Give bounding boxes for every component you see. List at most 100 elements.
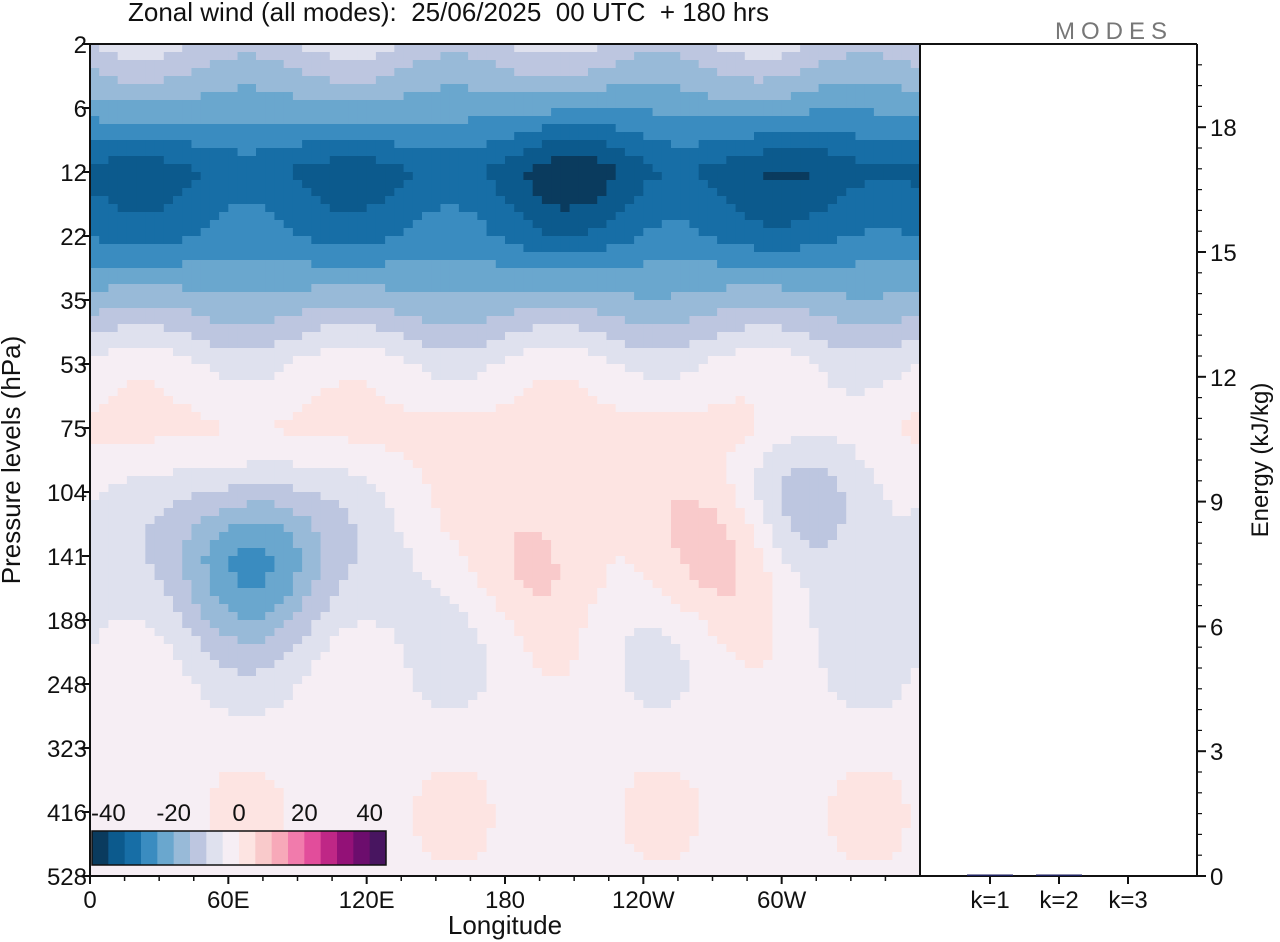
heatmap-cell — [246, 388, 257, 397]
heatmap-cell — [329, 284, 340, 293]
heatmap-cell — [375, 276, 386, 285]
heatmap-cell — [99, 260, 110, 269]
heatmap-cell — [532, 148, 543, 157]
heatmap-cell — [523, 60, 534, 69]
heatmap-cell — [818, 468, 829, 477]
heatmap-cell — [292, 108, 303, 117]
heatmap-cell — [624, 164, 635, 173]
heatmap-cell — [246, 332, 257, 341]
heatmap-cell — [671, 284, 681, 293]
heatmap-cell — [606, 476, 617, 485]
heatmap-cell — [892, 156, 903, 165]
heatmap-cell — [837, 452, 847, 461]
heatmap-cell — [514, 332, 525, 341]
heatmap-cell — [126, 100, 137, 109]
heatmap-cell — [772, 348, 783, 357]
heatmap-cell — [403, 260, 414, 269]
heatmap-cell — [772, 284, 783, 293]
heatmap-cell — [200, 100, 211, 109]
heatmap-cell — [422, 460, 432, 469]
heatmap-cell — [256, 452, 266, 461]
heatmap-cell — [292, 164, 303, 173]
heatmap-cell — [717, 404, 727, 413]
heatmap-cell — [136, 68, 146, 77]
heatmap-cell — [707, 132, 718, 141]
heatmap-cell — [219, 156, 229, 165]
heatmap-cell — [219, 180, 229, 189]
heatmap-cell — [541, 276, 552, 285]
heatmap-cell — [661, 92, 672, 101]
heatmap-cell — [385, 348, 395, 357]
heatmap-cell — [615, 244, 626, 253]
heatmap-cell — [726, 436, 737, 445]
heatmap-cell — [698, 60, 709, 69]
heatmap-cell — [597, 292, 608, 301]
heatmap-cell — [163, 308, 174, 317]
heatmap-cell — [634, 420, 644, 429]
heatmap-cell — [588, 284, 598, 293]
heatmap-cell — [154, 140, 165, 149]
heatmap-cell — [366, 268, 377, 277]
heatmap-cell — [256, 76, 266, 85]
heatmap-cell — [173, 308, 183, 317]
heatmap-cell — [726, 420, 737, 429]
heatmap-cell — [477, 412, 488, 421]
heatmap-cell — [209, 132, 220, 141]
heatmap-cell — [348, 308, 359, 317]
heatmap-cell — [846, 180, 857, 189]
heatmap-cell — [532, 324, 543, 333]
heatmap-cell — [846, 316, 857, 325]
heatmap-cell — [412, 300, 423, 309]
heatmap-cell — [449, 260, 460, 269]
heatmap-cell — [569, 140, 580, 149]
heatmap-cell — [329, 76, 340, 85]
heatmap-cell — [117, 52, 128, 61]
heatmap-cell — [846, 60, 857, 69]
heatmap-cell — [311, 172, 322, 181]
heatmap-cell — [422, 468, 432, 477]
heatmap-cell — [422, 76, 432, 85]
heatmap-cell — [754, 188, 764, 197]
heatmap-cell — [403, 68, 414, 77]
heatmap-cell — [394, 284, 405, 293]
heatmap-cell — [588, 452, 598, 461]
heatmap-cell — [532, 268, 543, 277]
heatmap-cell — [99, 60, 110, 69]
heatmap-cell — [495, 356, 506, 365]
heatmap-cell — [689, 252, 700, 261]
heatmap-cell — [772, 68, 783, 77]
heatmap-cell — [643, 196, 654, 205]
heatmap-cell — [228, 228, 239, 237]
heatmap-cell — [311, 308, 322, 317]
heatmap-cell — [910, 84, 921, 93]
heatmap-cell — [200, 388, 211, 397]
heatmap-cell — [578, 428, 589, 437]
heatmap-cell — [883, 124, 893, 133]
heatmap-cell — [606, 108, 617, 117]
heatmap-cell — [99, 372, 110, 381]
heatmap-cell — [560, 68, 571, 77]
heatmap-cell — [643, 132, 654, 141]
heatmap-cell — [366, 468, 377, 477]
heatmap-cell — [329, 364, 340, 373]
heatmap-cell — [486, 324, 497, 333]
heatmap-cell — [873, 292, 884, 301]
heatmap-cell — [200, 460, 211, 469]
heatmap-cell — [274, 228, 285, 237]
heatmap-cell — [283, 60, 294, 69]
heatmap-cell — [754, 252, 764, 261]
heatmap-cell — [717, 212, 727, 221]
heatmap-cell — [283, 140, 294, 149]
heatmap-cell — [385, 92, 395, 101]
heatmap-cell — [228, 60, 239, 69]
heatmap-cell — [200, 364, 211, 373]
heatmap-cell — [477, 364, 488, 373]
heatmap-cell — [320, 68, 331, 77]
heatmap-cell — [744, 220, 755, 229]
heatmap-cell — [394, 260, 405, 269]
heatmap-cell — [329, 356, 340, 365]
heatmap-cell — [191, 148, 202, 157]
heatmap-cell — [237, 260, 248, 269]
heatmap-cell — [578, 420, 589, 429]
heatmap-cell — [163, 108, 174, 117]
